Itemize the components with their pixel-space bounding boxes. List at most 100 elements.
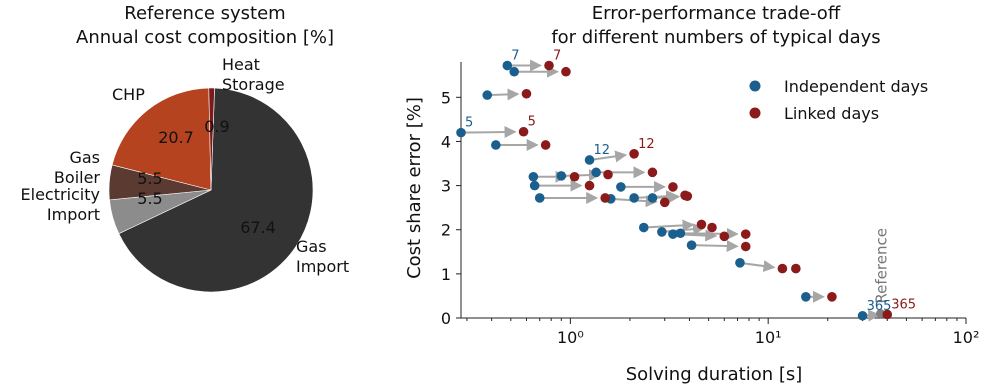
linked-days-point xyxy=(696,219,707,230)
independent-days-point xyxy=(584,155,595,165)
y-tick-label: 5 xyxy=(441,88,451,107)
y-axis-label: Cost share error [%] xyxy=(404,97,425,279)
y-tick-label: 2 xyxy=(441,221,451,240)
trade-off-arrow xyxy=(460,126,517,139)
linked-days-point xyxy=(827,292,837,302)
independent-days-point xyxy=(647,193,658,203)
independent-days-point xyxy=(675,228,686,239)
linked-days-point xyxy=(777,263,788,274)
x-tick-label: 10⁰ xyxy=(557,328,584,347)
independent-days-point xyxy=(857,310,868,321)
linked-days-point xyxy=(521,88,532,99)
pie-slice-label: Electricity Import xyxy=(21,185,100,224)
pie-slice-label: Gas Import xyxy=(296,237,349,276)
pie-slice-gas-import xyxy=(118,87,314,293)
pie-slice-chp xyxy=(111,87,212,191)
independent-days-point xyxy=(534,193,545,203)
y-tick-label: 1 xyxy=(441,265,451,284)
linked-days-point xyxy=(518,126,529,137)
independent-days-point xyxy=(502,60,513,71)
independent-days-point xyxy=(529,180,540,191)
independent-days-point xyxy=(528,171,539,182)
linked-days-point xyxy=(659,197,670,208)
linked-days-point xyxy=(882,309,893,320)
scatter-title-line-2: for different numbers of typical days xyxy=(551,27,880,48)
linked-days-point xyxy=(791,263,801,274)
linked-days-point xyxy=(719,231,730,242)
legend-marker xyxy=(749,107,761,119)
trade-off-arrow xyxy=(643,219,695,232)
linked-days-annotation: 7 xyxy=(553,49,561,64)
y-tick-label: 0 xyxy=(441,309,451,328)
pie-slices xyxy=(108,87,314,293)
independent-days-annotation: 12 xyxy=(594,143,611,158)
linked-days-point xyxy=(561,66,571,77)
linked-days-point xyxy=(647,167,658,178)
independent-days-annotation: 7 xyxy=(511,49,519,64)
linked-days-point xyxy=(584,180,595,191)
independent-days-point xyxy=(509,66,519,77)
linked-days-point xyxy=(668,182,678,192)
pie-slice-label: Gas Boiler xyxy=(54,148,101,187)
independent-days-annotation: 365 xyxy=(867,299,892,314)
legend-label: Independent days xyxy=(784,77,928,96)
scatter-title-line-1: Error-performance trade-off xyxy=(592,3,841,24)
independent-days-point xyxy=(657,227,667,237)
x-axis-label: Solving duration [s] xyxy=(626,364,803,385)
linked-days-point xyxy=(629,149,639,159)
pie-value-label: 5.5 xyxy=(137,169,162,188)
y-tick-label: 4 xyxy=(441,132,451,151)
linked-days-point xyxy=(740,241,751,252)
pie-value-label: 67.4 xyxy=(240,218,276,237)
scatter-marks: Reference 7 7 5 5 12 12 365 365 xyxy=(456,49,916,322)
pie-slice-heat-storage xyxy=(208,87,215,191)
independent-days-point xyxy=(629,193,639,203)
independent-days-point xyxy=(686,240,697,250)
linked-days-point xyxy=(600,193,610,203)
reference-label: Reference xyxy=(873,228,891,304)
y-tick-label: 3 xyxy=(441,177,451,196)
independent-days-point xyxy=(616,182,626,192)
scatter-chart: Error-performance trade-off for differen… xyxy=(404,3,979,385)
linked-days-point xyxy=(544,60,554,71)
trade-off-arrow xyxy=(589,150,628,163)
linked-days-point xyxy=(540,140,551,150)
x-tick-label: 10¹ xyxy=(755,328,782,347)
linked-days-point xyxy=(740,229,751,239)
pie-value-label: 20.7 xyxy=(158,128,194,147)
independent-days-point xyxy=(556,171,567,181)
pie-title-line-1: Reference system xyxy=(124,3,285,24)
independent-days-point xyxy=(491,140,501,150)
independent-days-point xyxy=(482,90,493,100)
independent-days-point xyxy=(668,229,678,239)
independent-days-point xyxy=(638,222,649,233)
legend: Independent days Linked days xyxy=(749,77,928,123)
linked-days-annotation: 5 xyxy=(528,115,536,130)
x-tick-label: 10² xyxy=(953,328,980,347)
independent-days-point xyxy=(735,258,745,268)
pie-labels: 67.4 Gas Import 5.5 Electricity Import 5.5 Gas B… xyxy=(21,55,350,276)
pie-value-label: 5.5 xyxy=(137,189,162,208)
linked-days-point xyxy=(569,171,580,182)
linked-days-annotation: 12 xyxy=(638,137,655,152)
independent-days-point xyxy=(456,127,466,138)
pie-value-label: 0.9 xyxy=(204,117,229,136)
pie-chart: Reference system Annual cost composition… xyxy=(21,3,350,293)
trade-off-arrow xyxy=(691,240,739,253)
legend-marker xyxy=(749,80,761,92)
trade-off-arrow xyxy=(487,88,520,101)
linked-days-point xyxy=(682,191,693,201)
pie-title-line-2: Annual cost composition [%] xyxy=(76,27,334,48)
linked-days-point xyxy=(707,222,717,233)
independent-days-point xyxy=(591,167,601,178)
independent-days-annotation: 5 xyxy=(465,116,473,131)
linked-days-point xyxy=(603,169,613,180)
linked-days-annotation: 365 xyxy=(891,297,916,312)
independent-days-point xyxy=(801,292,811,302)
legend-label: Linked days xyxy=(784,104,879,123)
pie-slice-label: Heat Storage xyxy=(222,55,285,94)
trade-off-arrow xyxy=(739,260,776,272)
pie-slice-label: CHP xyxy=(112,85,145,104)
